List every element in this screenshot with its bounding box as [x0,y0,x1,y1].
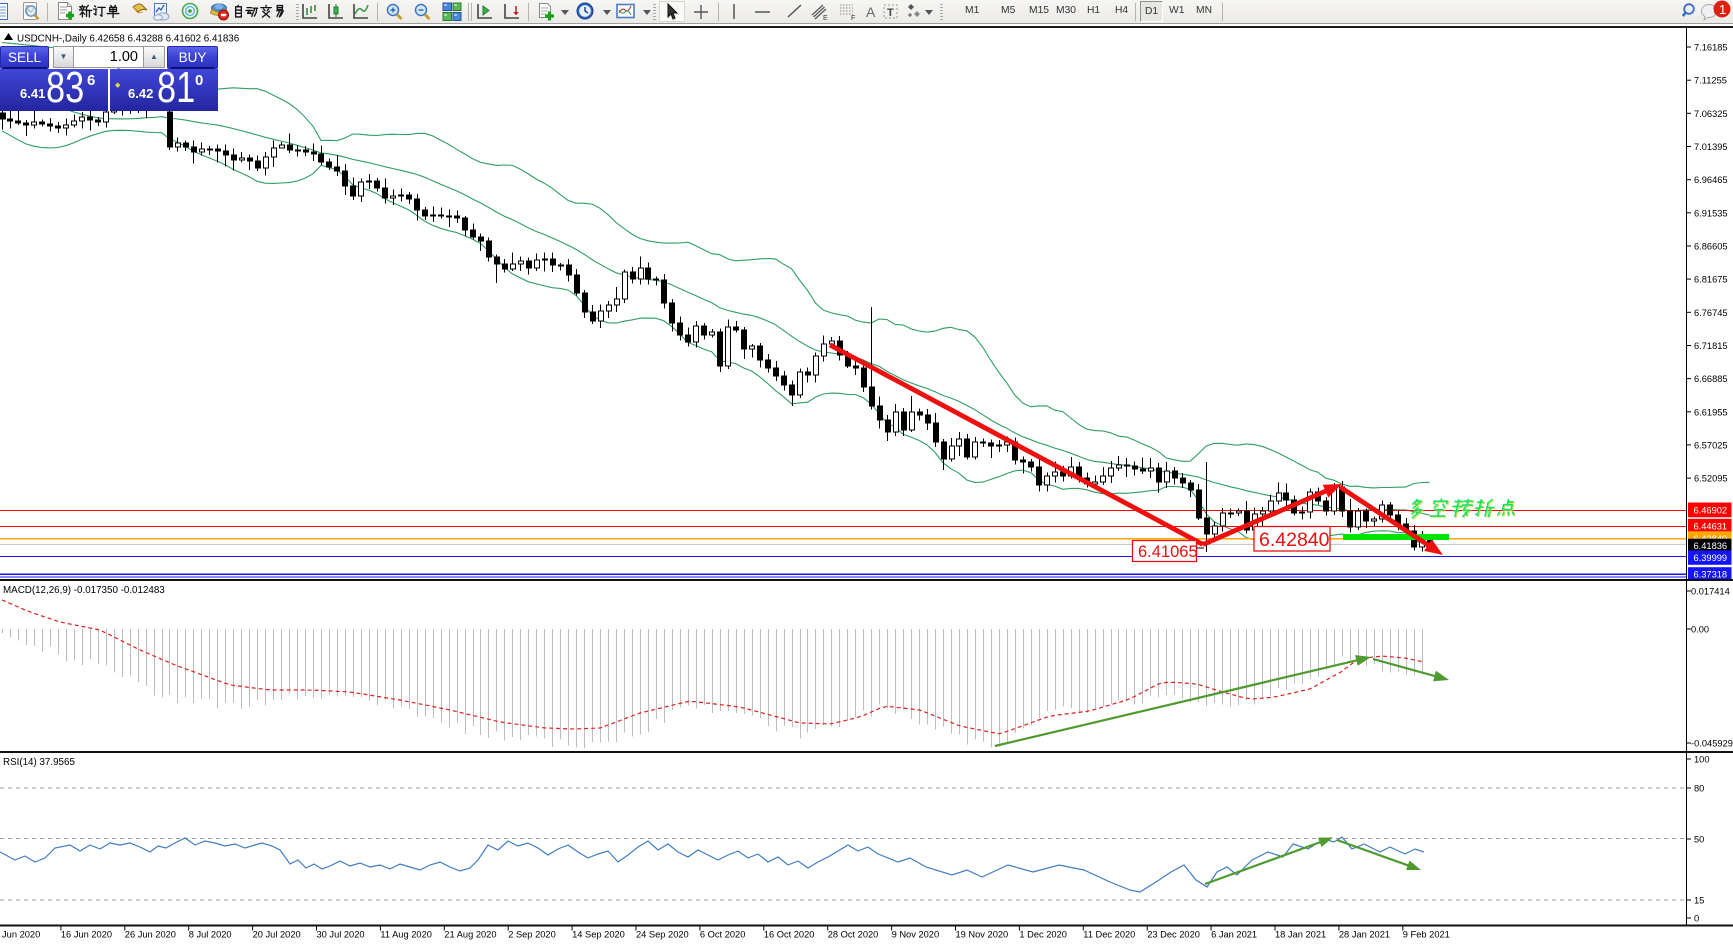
svg-text:24 Sep 2020: 24 Sep 2020 [636,930,689,940]
svg-text:20 Jul 2020: 20 Jul 2020 [253,930,301,940]
svg-text:80: 80 [1694,784,1704,794]
svg-text:9 Nov 2020: 9 Nov 2020 [892,930,940,940]
svg-text:6.96465: 6.96465 [1694,175,1728,185]
svg-text:6.81675: 6.81675 [1694,275,1728,285]
svg-text:16 Jun 2020: 16 Jun 2020 [61,930,112,940]
svg-text:6 Oct 2020: 6 Oct 2020 [700,930,745,940]
svg-text:26 Jun 2020: 26 Jun 2020 [125,930,176,940]
svg-text:21 Aug 2020: 21 Aug 2020 [444,930,496,940]
svg-text:1 Dec 2020: 1 Dec 2020 [1019,930,1067,940]
svg-text:15: 15 [1694,896,1704,906]
svg-text:6.61955: 6.61955 [1694,407,1728,417]
svg-text:6.57025: 6.57025 [1694,440,1728,450]
svg-text:30 Jul 2020: 30 Jul 2020 [317,930,365,940]
svg-text:6.66885: 6.66885 [1694,374,1728,384]
svg-text:2 Sep 2020: 2 Sep 2020 [508,930,556,940]
svg-text:7.06325: 7.06325 [1694,109,1728,119]
svg-text:A: A [866,4,876,20]
svg-text:6.76745: 6.76745 [1694,308,1728,318]
svg-text:1: 1 [1719,2,1726,17]
svg-text:28 Jan 2021: 28 Jan 2021 [1339,930,1390,940]
svg-text:11 Dec 2020: 11 Dec 2020 [1083,930,1135,940]
svg-text:28 Oct 2020: 28 Oct 2020 [828,930,879,940]
svg-text:50: 50 [1694,835,1704,845]
svg-text:6.42840: 6.42840 [1259,529,1330,551]
svg-text:E: E [823,15,828,22]
svg-text:0.017414: 0.017414 [1691,587,1730,597]
svg-text:Jun 2020: Jun 2020 [2,930,40,940]
svg-text:19 Nov 2020: 19 Nov 2020 [956,930,1009,940]
svg-text:6.46902: 6.46902 [1694,505,1728,515]
svg-text:100: 100 [1694,755,1710,765]
svg-text:-0.045929: -0.045929 [1691,739,1733,749]
svg-text:USDCNH-,Daily 6.42658 6.43288: USDCNH-,Daily 6.42658 6.43288 6.41602 6.… [17,34,240,45]
svg-text:6.39999: 6.39999 [1694,553,1728,563]
svg-text:6.44631: 6.44631 [1694,522,1728,532]
svg-text:7.11255: 7.11255 [1694,76,1727,86]
svg-text:7.01395: 7.01395 [1694,142,1728,152]
svg-text:0: 0 [1694,914,1699,924]
svg-text:16 Oct 2020: 16 Oct 2020 [764,930,815,940]
svg-text:6.71815: 6.71815 [1694,341,1728,351]
svg-text:8 Jul 2020: 8 Jul 2020 [189,930,232,940]
svg-text:6.37318: 6.37318 [1694,569,1728,579]
svg-text:T: T [887,7,894,19]
svg-text:6.41065: 6.41065 [1138,543,1198,561]
svg-text:7.16185: 7.16185 [1694,43,1728,53]
svg-text:MACD(12,26,9) -0.017350 -0.012: MACD(12,26,9) -0.017350 -0.012483 [3,585,165,596]
svg-text:6.91535: 6.91535 [1694,208,1728,218]
svg-text:RSI(14) 37.9565: RSI(14) 37.9565 [3,757,75,768]
svg-text:6.52095: 6.52095 [1694,474,1728,484]
svg-text:6 Jan 2021: 6 Jan 2021 [1211,930,1257,940]
svg-text:11 Aug 2020: 11 Aug 2020 [380,930,432,940]
svg-text:6.86605: 6.86605 [1694,242,1728,252]
svg-text:18 Jan 2021: 18 Jan 2021 [1275,930,1326,940]
svg-text:14 Sep 2020: 14 Sep 2020 [572,930,625,940]
svg-text:F: F [851,15,855,22]
svg-text:0.00: 0.00 [1691,625,1709,635]
svg-text:6.41836: 6.41836 [1694,541,1728,551]
svg-text:9 Feb 2021: 9 Feb 2021 [1403,930,1450,940]
svg-text:23 Dec 2020: 23 Dec 2020 [1147,930,1200,940]
